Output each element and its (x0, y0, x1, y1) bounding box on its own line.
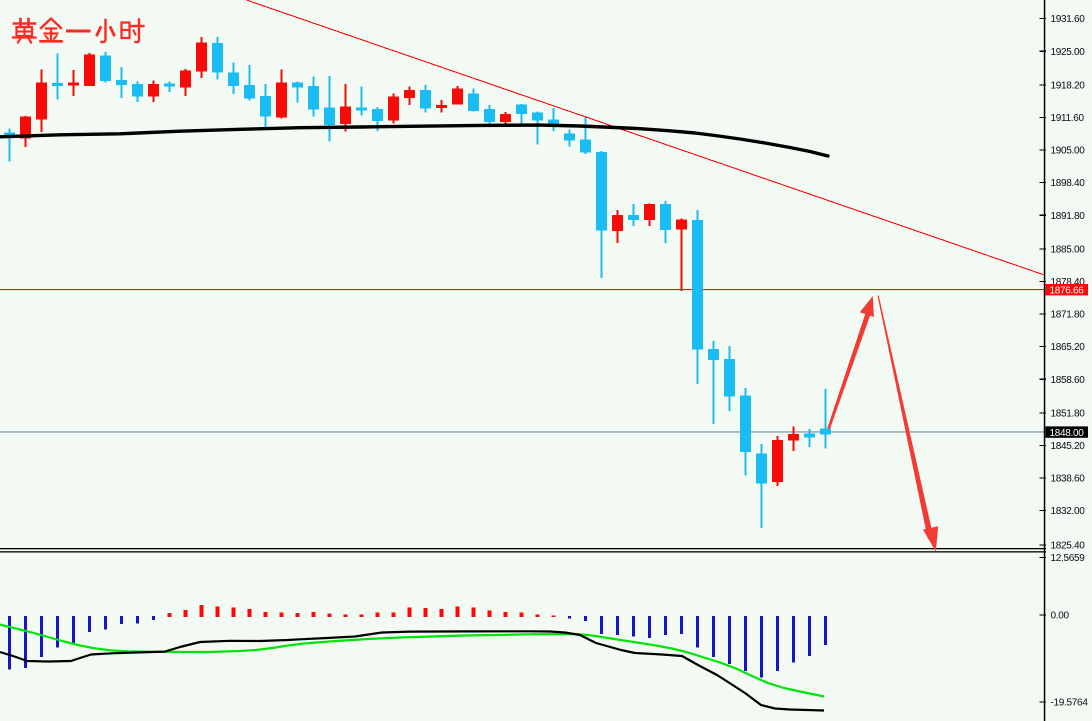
svg-text:1848.00: 1848.00 (1050, 428, 1085, 439)
svg-text:1838.60: 1838.60 (1051, 474, 1086, 485)
svg-text:1825.40: 1825.40 (1051, 541, 1086, 552)
svg-text:1878.40: 1878.40 (1051, 277, 1086, 288)
svg-text:1931.60: 1931.60 (1051, 14, 1086, 25)
svg-text:1832.00: 1832.00 (1051, 506, 1086, 517)
svg-text:1876.66: 1876.66 (1050, 285, 1085, 296)
svg-text:12.5659: 12.5659 (1051, 553, 1086, 564)
svg-text:0.00: 0.00 (1051, 611, 1070, 622)
svg-text:1891.80: 1891.80 (1051, 211, 1086, 222)
svg-text:1925.00: 1925.00 (1051, 47, 1086, 58)
svg-text:1851.80: 1851.80 (1051, 408, 1086, 419)
svg-text:1885.00: 1885.00 (1051, 244, 1086, 255)
svg-text:1858.60: 1858.60 (1051, 375, 1086, 386)
svg-text:1898.40: 1898.40 (1051, 178, 1086, 189)
svg-text:1918.20: 1918.20 (1051, 80, 1086, 91)
svg-text:1871.80: 1871.80 (1051, 310, 1086, 321)
svg-text:1911.60: 1911.60 (1051, 113, 1085, 124)
svg-text:1845.20: 1845.20 (1051, 441, 1086, 452)
svg-text:1905.00: 1905.00 (1051, 146, 1086, 157)
svg-text:-19.5764: -19.5764 (1051, 698, 1089, 709)
svg-text:1865.20: 1865.20 (1051, 342, 1086, 353)
